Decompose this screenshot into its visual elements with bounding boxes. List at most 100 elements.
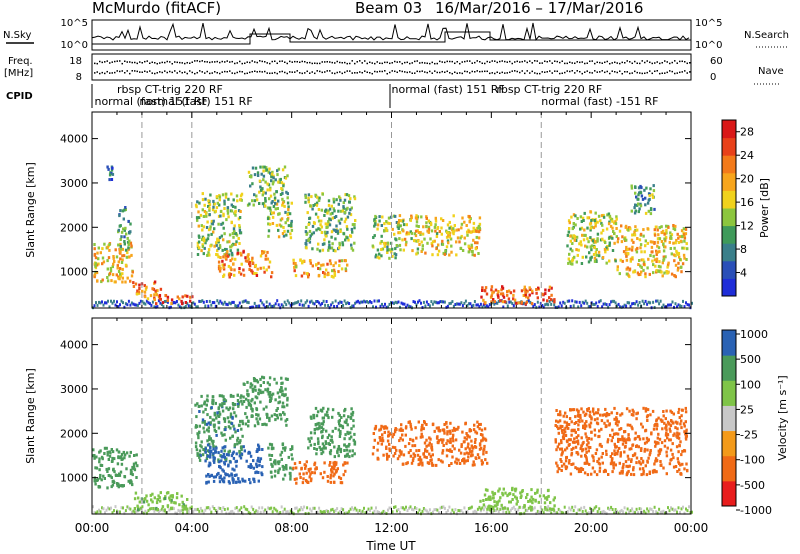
data-cell — [428, 436, 431, 440]
data-cell — [281, 168, 285, 172]
data-cell — [121, 272, 124, 276]
data-cell — [616, 268, 619, 272]
ground-scatter-cell — [127, 299, 130, 303]
data-cell — [307, 468, 310, 471]
ground-scatter-cell — [210, 303, 213, 307]
ground-scatter-cell — [491, 510, 494, 514]
ground-scatter-cell — [463, 506, 466, 510]
data-cell — [216, 201, 219, 205]
data-cell — [166, 299, 169, 302]
ground-scatter-cell — [668, 509, 671, 513]
ground-scatter-cell — [466, 304, 469, 307]
ground-scatter-cell — [671, 300, 674, 304]
data-cell — [476, 453, 480, 457]
data-cell — [656, 228, 659, 232]
data-cell — [684, 406, 687, 410]
data-cell — [666, 271, 669, 275]
data-cell — [644, 244, 647, 248]
data-cell — [553, 496, 556, 500]
data-cell — [100, 280, 103, 284]
data-cell — [396, 457, 400, 461]
data-cell — [198, 424, 201, 428]
nave-sample — [246, 72, 248, 75]
data-cell — [409, 422, 412, 426]
data-cell — [625, 245, 628, 249]
data-cell — [658, 237, 662, 241]
ground-scatter-cell — [216, 509, 219, 513]
data-cell — [317, 267, 320, 270]
nave-sample — [534, 72, 536, 74]
nave-sample — [414, 72, 416, 74]
data-cell — [178, 297, 181, 301]
data-cell — [441, 449, 445, 453]
data-cell — [330, 204, 333, 208]
data-cell — [473, 253, 476, 257]
data-cell — [683, 246, 686, 250]
data-cell — [610, 411, 613, 415]
ground-scatter-cell — [485, 304, 488, 308]
data-cell — [437, 439, 440, 443]
freq-sample — [679, 60, 681, 63]
data-cell — [274, 462, 277, 466]
data-cell — [166, 295, 170, 299]
data-cell — [122, 450, 125, 454]
freq-sample — [446, 60, 448, 63]
freq-sample — [676, 62, 678, 64]
ground-scatter-cell — [457, 302, 460, 306]
nave-sample — [521, 70, 523, 72]
data-cell — [217, 214, 221, 218]
ground-scatter-cell — [351, 304, 354, 308]
data-cell — [312, 413, 316, 417]
freq-sample — [416, 60, 418, 62]
data-cell — [452, 214, 455, 218]
data-cell — [308, 229, 312, 233]
data-cell — [640, 473, 643, 477]
data-cell — [468, 215, 471, 219]
data-cell — [93, 247, 96, 251]
data-cell — [159, 499, 162, 503]
ground-scatter-cell — [130, 510, 133, 514]
data-cell — [268, 394, 271, 398]
data-cell — [386, 241, 390, 245]
ground-scatter-cell — [199, 506, 202, 510]
nave-sample — [161, 71, 163, 74]
data-cell — [609, 224, 613, 228]
data-cell — [229, 426, 232, 430]
data-cell — [656, 436, 659, 440]
data-cell — [428, 441, 431, 445]
ground-scatter-cell — [339, 300, 342, 304]
ground-scatter-cell — [460, 301, 463, 305]
data-cell — [630, 425, 633, 429]
data-cell — [488, 495, 491, 499]
data-cell — [585, 458, 588, 462]
nave-sample — [631, 72, 633, 74]
data-cell — [311, 224, 315, 228]
data-cell — [93, 243, 96, 246]
data-cell — [257, 471, 260, 474]
data-cell — [621, 235, 624, 239]
data-cell — [385, 220, 388, 223]
data-cell — [605, 449, 608, 453]
data-cell — [195, 415, 198, 419]
nave-sample — [514, 70, 516, 72]
ground-scatter-cell — [174, 301, 177, 305]
data-cell — [239, 210, 242, 213]
data-cell — [249, 404, 253, 408]
freq-sample — [481, 62, 483, 65]
data-cell — [575, 235, 579, 239]
ground-scatter-cell — [157, 299, 160, 303]
data-cell — [226, 416, 230, 420]
data-cell — [340, 259, 344, 263]
data-cell — [386, 248, 389, 252]
ground-scatter-cell — [578, 300, 581, 304]
data-cell — [98, 460, 101, 464]
data-cell — [213, 227, 216, 231]
data-cell — [435, 426, 439, 430]
data-cell — [348, 437, 351, 441]
data-cell — [575, 239, 578, 242]
data-cell — [524, 291, 527, 294]
data-cell — [593, 259, 597, 263]
nave-sample — [336, 71, 338, 74]
ground-scatter-cell — [104, 301, 106, 305]
nave-sample — [441, 70, 443, 73]
